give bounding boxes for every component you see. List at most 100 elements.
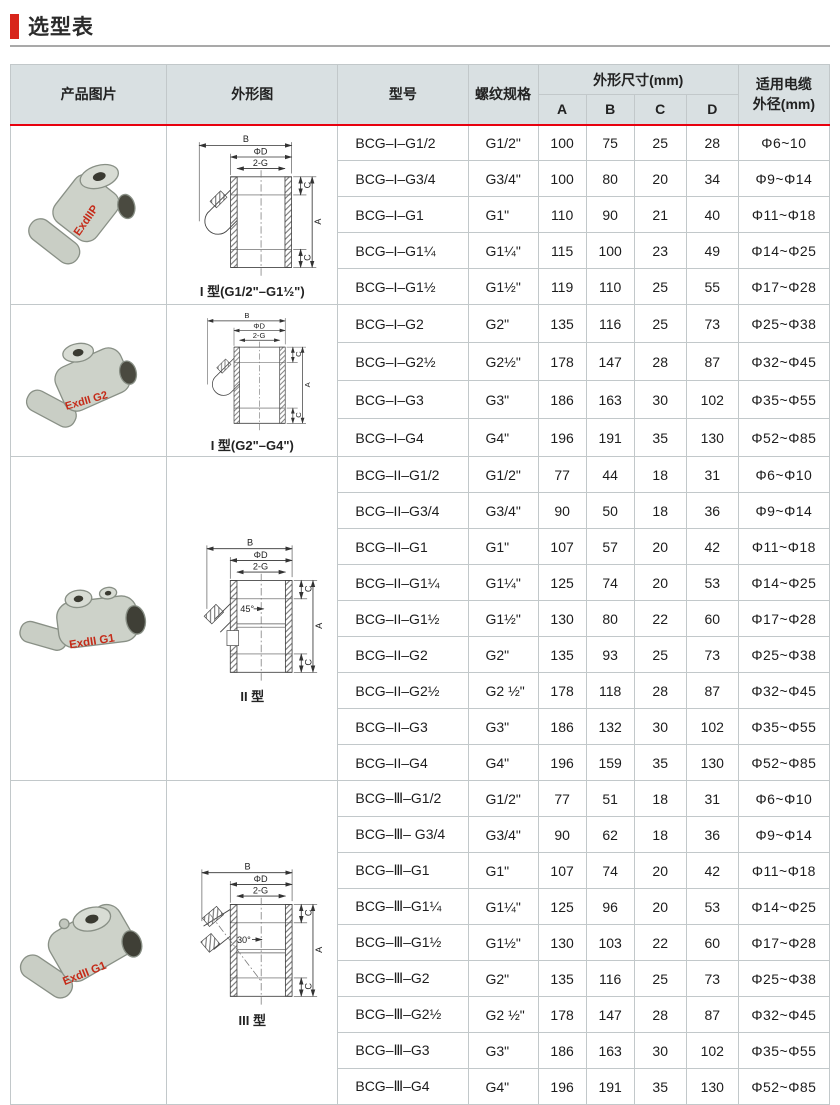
dim-label-a: A <box>303 381 312 387</box>
dim-label-a: A <box>314 622 324 629</box>
model-cell: BCG–II–G2 <box>337 636 469 673</box>
table-row: BCG–II–G1½ G1½" 130 80 22 60 Φ17~Φ28 <box>11 600 831 637</box>
header-dim-b: B <box>585 94 635 125</box>
product-group-2: ExdII G2 B ΦD 2-G <box>9 304 831 457</box>
cable-range-cell: Φ14~Φ25 <box>737 232 831 269</box>
model-cell: BCG–Ⅲ–G3 <box>337 1032 469 1069</box>
dim-d-cell: 49 <box>685 232 739 269</box>
cable-range-cell: Φ32~Φ45 <box>737 342 831 381</box>
thread-cell: G4" <box>467 418 539 457</box>
dim-b-cell: 50 <box>585 492 635 529</box>
dim-d-cell: 130 <box>685 418 739 457</box>
dim-d-cell: 36 <box>685 492 739 529</box>
table-row: BCG–Ⅲ–G1¼ G1¼" 125 96 20 53 Φ14~Φ25 <box>11 888 831 925</box>
cable-range-cell: Φ11~Φ18 <box>737 528 831 565</box>
cable-range-cell: Φ11~Φ18 <box>737 852 831 889</box>
dim-a-cell: 196 <box>537 1068 587 1105</box>
dim-label-c-top: C <box>303 182 313 189</box>
outline-drawing-3: B ΦD 2-G <box>166 456 339 781</box>
cable-range-cell: Φ17~Φ28 <box>737 600 831 637</box>
dim-d-cell: 53 <box>685 564 739 601</box>
model-cell: BCG–I–G4 <box>337 418 469 457</box>
dim-label-b: B <box>247 537 253 547</box>
cable-range-cell: Φ14~Φ25 <box>737 564 831 601</box>
header-thread: 螺纹规格 <box>467 64 539 125</box>
dim-d-cell: 130 <box>685 1068 739 1105</box>
cable-range-cell: Φ32~Φ45 <box>737 996 831 1033</box>
dim-a-cell: 178 <box>537 996 587 1033</box>
dim-a-cell: 186 <box>537 380 587 419</box>
dim-d-cell: 102 <box>685 1032 739 1069</box>
dim-label-d: ΦD <box>254 321 266 330</box>
dim-label-c-top: C <box>304 909 314 916</box>
thread-cell: G3" <box>467 1032 539 1069</box>
dim-c-cell: 22 <box>633 600 687 637</box>
dim-label-c-bottom: C <box>304 659 314 666</box>
dim-a-cell: 125 <box>537 564 587 601</box>
table-row: BCG–II–G3 G3" 186 132 30 102 Φ35~Φ55 <box>11 708 831 745</box>
dim-d-cell: 28 <box>685 123 739 161</box>
table-row: BCG–I–G1½ G1½" 119 110 25 55 Φ17~Φ28 <box>11 268 831 305</box>
dim-b-cell: 110 <box>585 268 635 305</box>
dim-a-cell: 90 <box>537 816 587 853</box>
dim-d-cell: 102 <box>685 380 739 419</box>
dim-b-cell: 191 <box>585 418 635 457</box>
outline-type2-icon: B ΦD 2-G <box>203 537 324 681</box>
dim-c-cell: 22 <box>633 924 687 961</box>
dim-b-cell: 159 <box>585 744 635 781</box>
dim-d-cell: 40 <box>685 196 739 233</box>
model-cell: BCG–I–G1/2 <box>337 123 469 161</box>
model-cell: BCG–Ⅲ–G1 <box>337 852 469 889</box>
y-fitting-photo-icon: ExdII G1 <box>19 903 143 999</box>
model-cell: BCG–Ⅲ–G1½ <box>337 924 469 961</box>
thread-cell: G1½" <box>467 268 539 305</box>
dim-a-cell: 125 <box>537 888 587 925</box>
dim-b-cell: 74 <box>585 852 635 889</box>
model-cell: BCG–I–G1 <box>337 196 469 233</box>
outline-type1-icon: B ΦD 2-G <box>198 134 323 276</box>
header-model: 型号 <box>337 64 469 125</box>
dim-c-cell: 30 <box>633 380 687 419</box>
title-underline <box>10 45 830 47</box>
dim-a-cell: 135 <box>537 960 587 997</box>
thread-cell: G3/4" <box>467 492 539 529</box>
table-row: BCG–II–G1 G1" 107 57 20 42 Φ11~Φ18 <box>11 528 831 565</box>
dim-d-cell: 53 <box>685 888 739 925</box>
dim-a-cell: 115 <box>537 232 587 269</box>
model-cell: BCG–Ⅲ– G3/4 <box>337 816 469 853</box>
product-photo-4: ExdII G1 <box>9 780 168 1105</box>
thread-cell: G2" <box>467 304 539 343</box>
dim-a-cell: 178 <box>537 672 587 709</box>
dim-d-cell: 31 <box>685 780 739 817</box>
dim-b-cell: 163 <box>585 1032 635 1069</box>
thread-cell: G2 ½" <box>467 996 539 1033</box>
model-cell: BCG–Ⅲ–G2 <box>337 960 469 997</box>
thread-cell: G4" <box>467 744 539 781</box>
outline-caption: III 型 <box>238 1013 266 1028</box>
dim-b-cell: 118 <box>585 672 635 709</box>
cable-range-cell: Φ9~Φ14 <box>737 492 831 529</box>
dim-d-cell: 42 <box>685 852 739 889</box>
dim-b-cell: 75 <box>585 123 635 161</box>
dim-b-cell: 74 <box>585 564 635 601</box>
model-cell: BCG–I–G3 <box>337 380 469 419</box>
dim-c-cell: 35 <box>633 1068 687 1105</box>
title-block: 选型表 <box>10 10 830 47</box>
table-row: BCG–I–G3 G3" 186 163 30 102 Φ35~Φ55 <box>11 380 831 419</box>
dim-a-cell: 130 <box>537 924 587 961</box>
thread-cell: G2 ½" <box>467 672 539 709</box>
dim-b-cell: 90 <box>585 196 635 233</box>
table-row: ExdII G1 B ΦD 2-G <box>9 456 831 781</box>
dim-c-cell: 25 <box>633 960 687 997</box>
dim-d-cell: 87 <box>685 996 739 1033</box>
thread-cell: G4" <box>467 1068 539 1105</box>
dim-label-c-top: C <box>294 351 303 357</box>
model-cell: BCG–Ⅲ–G1¼ <box>337 888 469 925</box>
dim-b-cell: 116 <box>585 960 635 997</box>
dim-b-cell: 80 <box>585 160 635 197</box>
cable-range-cell: Φ6~Φ10 <box>737 456 831 493</box>
header-row-top: 产品图片 外形图 型号 螺纹规格 外形尺寸(mm) 适用电缆 外径(mm) <box>9 64 831 125</box>
model-cell: BCG–I–G2½ <box>337 342 469 381</box>
header-outline: 外形图 <box>166 64 339 125</box>
cable-range-cell: Φ52~Φ85 <box>737 1068 831 1105</box>
